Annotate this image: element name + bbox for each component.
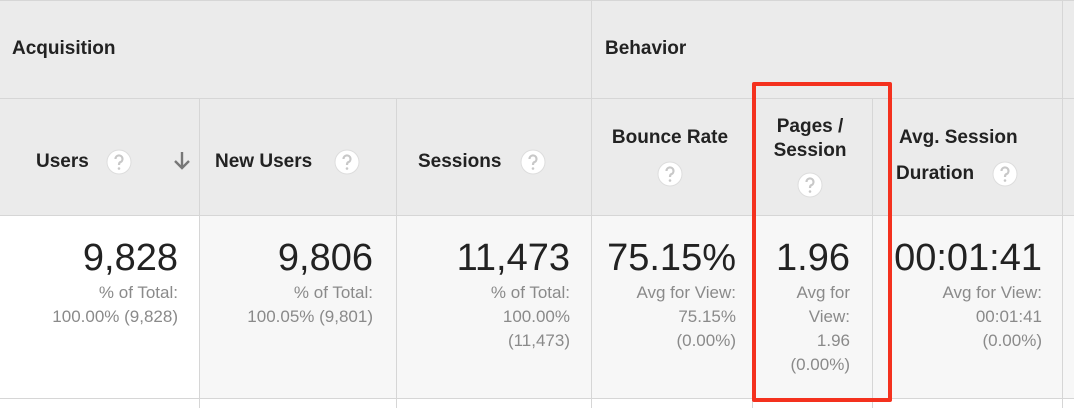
metric-summary: (0.00%) [982, 331, 1042, 350]
help-icon[interactable] [992, 161, 1018, 187]
metric-summary: View: [808, 307, 850, 326]
metric-summary: (0.00%) [790, 355, 850, 374]
metric-summary: Avg for View: [942, 283, 1042, 302]
metric-value: 75.15% [607, 237, 736, 279]
divider [0, 0, 1074, 1]
highlight-box [752, 82, 892, 402]
metric-value: 11,473 [456, 237, 570, 279]
metric-value: 9,828 [82, 237, 178, 279]
divider [591, 0, 592, 408]
help-icon[interactable] [106, 149, 132, 175]
column-header[interactable]: Session [773, 140, 847, 161]
column-header[interactable]: Bounce Rate [611, 127, 729, 148]
sort-arrow[interactable] [172, 150, 192, 172]
column-header[interactable]: Avg. Session [899, 127, 1018, 148]
help-icon[interactable] [334, 149, 360, 175]
metric-value: 9,806 [277, 237, 373, 279]
column-header[interactable]: Duration [896, 163, 975, 184]
divider [396, 98, 397, 408]
metric-summary: % of Total: [293, 283, 373, 302]
column-header[interactable]: Sessions [418, 151, 502, 172]
column-header[interactable]: Users [36, 151, 89, 172]
help-icon[interactable] [797, 172, 823, 198]
metric-value: 1.96 [776, 237, 850, 279]
metric-value: 00:01:41 [894, 237, 1042, 279]
metric-summary: 00:01:41 [975, 307, 1042, 326]
metric-summary: (11,473) [507, 331, 570, 350]
group-header: Behavior [605, 38, 687, 59]
divider [0, 98, 1074, 99]
divider [872, 98, 873, 408]
metric-summary: 1.96 [816, 331, 850, 350]
metric-summary: 100.05% (9,801) [247, 307, 373, 326]
divider [0, 398, 1074, 399]
header-bg [0, 0, 1074, 215]
divider [1062, 0, 1063, 408]
column-header[interactable]: Pages / [776, 116, 844, 137]
metric-summary: 75.15% [678, 307, 736, 326]
metric-summary: 100.00% [502, 307, 570, 326]
divider [199, 98, 200, 408]
metric-summary: % of Total: [98, 283, 178, 302]
row-bg [199, 215, 1074, 398]
metric-summary: 100.00% (9,828) [52, 307, 178, 326]
help-icon[interactable] [657, 161, 683, 187]
divider [0, 215, 1074, 216]
metric-summary: (0.00%) [676, 331, 736, 350]
help-icon[interactable] [520, 149, 546, 175]
group-header: Acquisition [12, 38, 116, 59]
metric-summary: Avg for View: [636, 283, 736, 302]
metric-summary: Avg for [796, 283, 850, 302]
metric-summary: % of Total: [490, 283, 570, 302]
column-header[interactable]: New Users [215, 151, 313, 172]
